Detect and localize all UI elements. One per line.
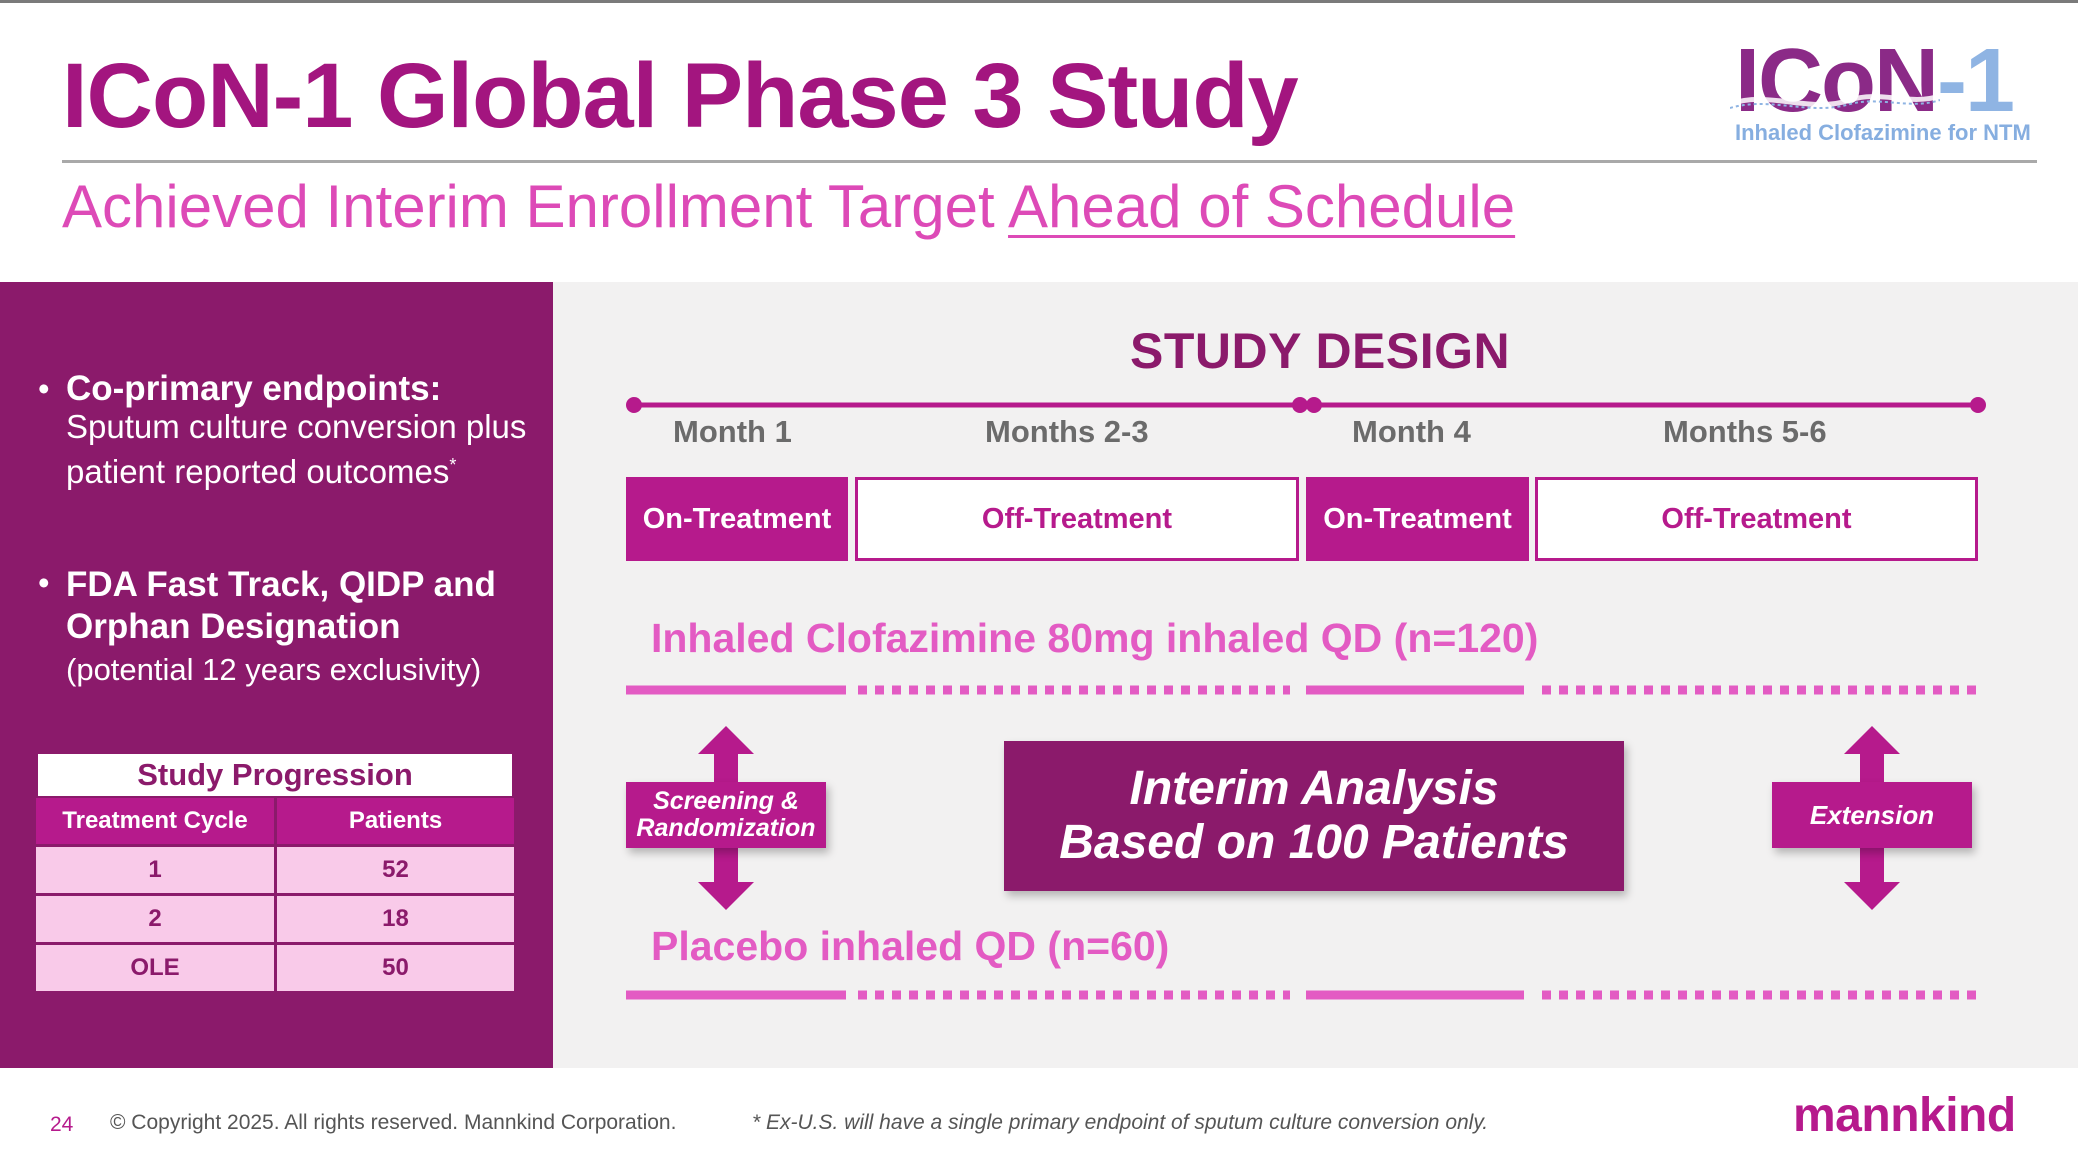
active-arm-schedule	[626, 685, 1980, 695]
table-title: Study Progression	[36, 752, 514, 798]
page-title: ICoN-1 Global Phase 3 Study	[62, 45, 1299, 147]
timeline-mid-node	[1292, 397, 1308, 413]
study-design-title: STUDY DESIGN	[1130, 323, 1511, 379]
logo-wordmark-left: ICoN	[1735, 31, 1939, 131]
top-border	[0, 0, 2078, 3]
timeline-start-node	[626, 397, 642, 413]
logo-tagline: Inhaled Clofazimine for NTM	[1735, 120, 2031, 145]
header-treatment-cycle: Treatment Cycle	[36, 798, 274, 844]
cell-cycle: OLE	[36, 945, 274, 991]
interim-line-2: Based on 100 Patients	[1059, 816, 1569, 869]
bullet-designations-text: FDA Fast Track, QIDP and Orphan Designat…	[66, 564, 536, 690]
table-header-row: Treatment Cycle Patients	[36, 798, 514, 844]
logo-wordmark-right: -1	[1936, 31, 2015, 131]
page-subtitle: Achieved Interim Enrollment Target Ahead…	[62, 172, 1515, 241]
arm-placebo-label: Placebo inhaled QD (n=60)	[651, 923, 1170, 969]
placebo-arm-schedule	[626, 990, 1980, 1000]
bullet-designations-heading: FDA Fast Track, QIDP and Orphan Designat…	[66, 565, 496, 646]
title-divider	[62, 160, 2037, 163]
arm-active-label: Inhaled Clofazimine 80mg inhaled QD (n=1…	[651, 615, 1539, 661]
subtitle-text: Achieved Interim Enrollment Target	[62, 173, 1009, 240]
bullet-dot: •	[38, 370, 50, 407]
interim-analysis-text: Interim Analysis Based on 100 Patients	[1059, 762, 1569, 870]
copyright-text: © Copyright 2025. All rights reserved. M…	[110, 1111, 677, 1134]
cell-cycle: 2	[36, 896, 274, 942]
month-label-5-6: Months 5-6	[1663, 414, 1827, 449]
logo-wave-icon	[1730, 93, 1940, 109]
study-progression-table: Study Progression Treatment Cycle Patien…	[36, 752, 514, 994]
footnote-marker: *	[449, 455, 457, 475]
month-label-1: Month 1	[673, 414, 792, 449]
screening-randomization-box: Screening & Randomization	[626, 782, 826, 848]
footnote-text: * Ex-U.S. will have a single primary end…	[752, 1111, 1489, 1134]
timeline	[626, 397, 1986, 413]
page-number: 24	[50, 1113, 74, 1136]
header-patients: Patients	[277, 798, 514, 844]
bullet-endpoints-body: Sputum culture conversion plus patient r…	[66, 408, 527, 490]
month-label-2-3: Months 2-3	[985, 414, 1149, 449]
cell-cycle: 1	[36, 847, 274, 893]
table-row: OLE 50	[36, 945, 514, 991]
month-label-4: Month 4	[1352, 414, 1471, 449]
mannkind-logo: mannkind	[1793, 1089, 2016, 1142]
cell-patients: 50	[277, 945, 514, 991]
subtitle-underlined: Ahead of Schedule	[1008, 173, 1516, 240]
bullet-endpoints-heading: Co-primary endpoints:	[66, 369, 442, 408]
bullet-endpoints-text: Co-primary endpoints: Sputum culture con…	[66, 370, 536, 491]
phase-on-treatment-2: On-Treatment	[1306, 477, 1529, 561]
interim-line-1: Interim Analysis	[1129, 762, 1499, 815]
cell-patients: 52	[277, 847, 514, 893]
bullet-designations-note: (potential 12 years exclusivity)	[66, 652, 482, 687]
cell-patients: 18	[277, 896, 514, 942]
timeline-mid-node	[1306, 397, 1322, 413]
phase-on-treatment-1: On-Treatment	[626, 477, 848, 561]
bullet-dot: •	[38, 564, 50, 601]
table-row: 1 52	[36, 847, 514, 893]
logo-wordmark: ICoN-1	[1735, 30, 2015, 133]
study-design-panel	[553, 282, 2078, 1068]
icon1-logo: ICoN-1 Inhaled Clofazimine for NTM	[1730, 31, 2040, 150]
phase-off-treatment-1: Off-Treatment	[855, 477, 1299, 561]
phase-off-treatment-2: Off-Treatment	[1535, 477, 1978, 561]
extension-box: Extension	[1772, 782, 1972, 848]
interim-analysis-box: Interim Analysis Based on 100 Patients	[1004, 741, 1624, 891]
timeline-end-node	[1970, 397, 1986, 413]
table-row: 2 18	[36, 896, 514, 942]
